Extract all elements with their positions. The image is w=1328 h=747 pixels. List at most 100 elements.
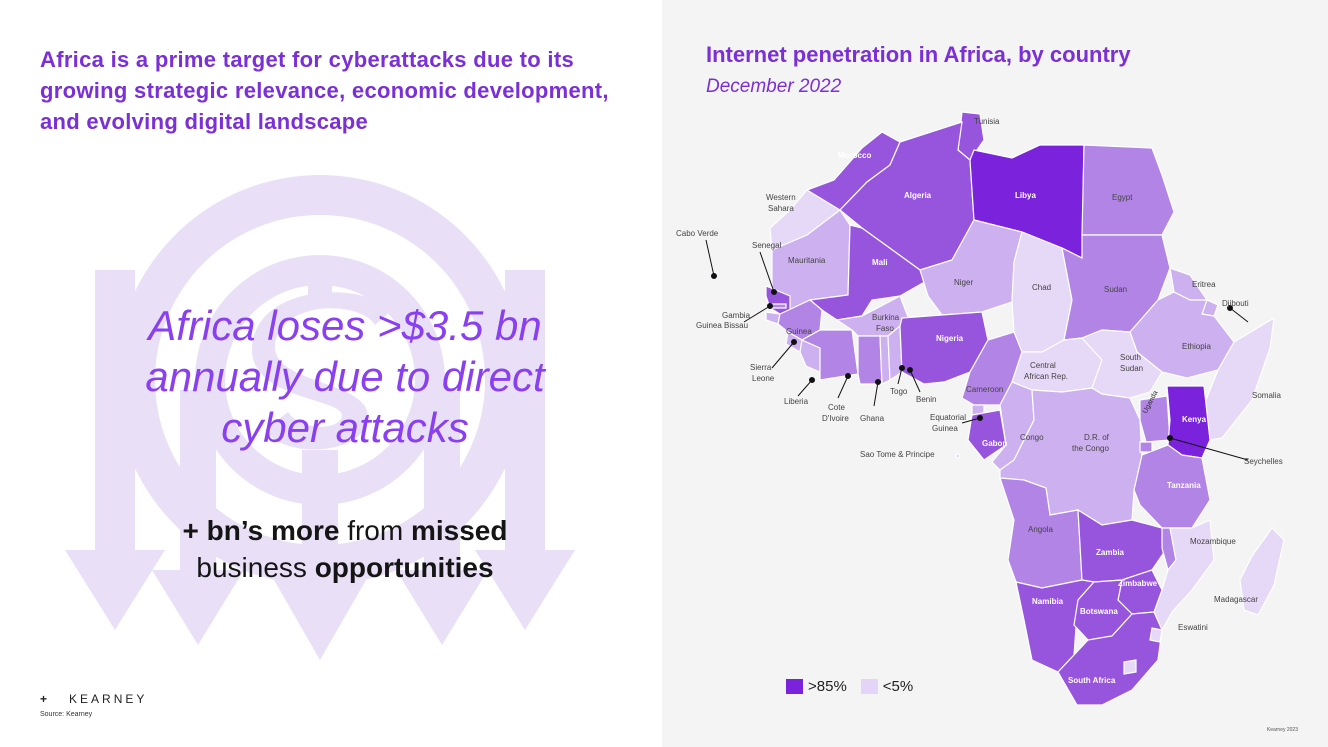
map-title: Internet penetration in Africa, by count… — [706, 42, 1131, 67]
region-lesotho — [1123, 659, 1137, 675]
missed-opportunities-statement: + bn’s more from missed business opportu… — [90, 512, 600, 586]
dollar-coin-with-arrows-icon — [65, 175, 575, 660]
leader-seychelles — [1169, 437, 1249, 461]
label-drc-1: D.R. of — [1084, 433, 1110, 442]
region-egypt — [1081, 144, 1175, 236]
region-madagascar — [1239, 527, 1285, 616]
label-niger: Niger — [954, 278, 973, 287]
region-mali — [808, 224, 929, 321]
source-note: Source: Kearney — [40, 711, 93, 718]
label-angola: Angola — [1028, 525, 1053, 534]
label-libya: Libya — [1015, 191, 1036, 200]
region-gabon — [967, 409, 1007, 461]
label-zimbabwe: Zimbabwe — [1118, 579, 1158, 588]
leader-liberia — [797, 379, 813, 397]
leader-cote — [837, 375, 849, 399]
leader-eq-guinea — [961, 417, 981, 424]
label-western-sahara-1: Western — [766, 193, 796, 202]
label-cameroon: Cameroon — [966, 385, 1003, 394]
label-mauritania: Mauritania — [788, 256, 826, 265]
loss-line-1: Africa loses >$3.5 bn — [148, 302, 542, 349]
legend-label-high: >85% — [808, 678, 847, 695]
label-ghana: Ghana — [860, 414, 885, 423]
loss-line-3: cyber attacks — [221, 404, 469, 451]
label-cote-2: D'Ivoire — [822, 414, 849, 423]
sub-opportunities: opportunities — [314, 552, 494, 583]
label-congo: Congo — [1020, 433, 1044, 442]
label-madagascar: Madagascar — [1214, 595, 1258, 604]
map-credit: Kearney 2023 — [1266, 727, 1298, 733]
headline: Africa is a prime target for cyberattack… — [40, 47, 609, 134]
legend-swatch-low — [860, 679, 878, 694]
label-sao-tome: Sao Tome & Principe — [860, 450, 935, 459]
region-rwanda — [1139, 441, 1153, 453]
label-kenya: Kenya — [1182, 415, 1207, 424]
label-morocco: Morocco — [838, 151, 871, 160]
left-panel: Africa is a prime target for cyberattack… — [0, 0, 660, 747]
label-djibouti: Djibouti — [1222, 299, 1249, 308]
region-eswatini — [1149, 627, 1163, 643]
legend-label-low: <5% — [882, 678, 914, 695]
map-subtitle: December 2022 — [706, 76, 842, 97]
africa-map: Tunisia Morocco Algeria Libya Egypt West… — [676, 111, 1285, 706]
sub-business: business — [196, 552, 315, 583]
label-burkina-2: Faso — [876, 324, 894, 333]
kearney-logo: + KEARNEY — [40, 692, 147, 706]
label-seychelles: Seychelles — [1244, 457, 1283, 466]
loss-statement: Africa loses >$3.5 bn annually due to di… — [80, 300, 610, 453]
label-burkina-1: Burkina — [872, 313, 900, 322]
label-zambia: Zambia — [1096, 548, 1125, 557]
loss-line-2: annually due to direct — [145, 353, 545, 400]
region-sao-tome — [955, 453, 961, 459]
region-nigeria — [899, 311, 989, 385]
logo-plus: + — [40, 692, 48, 706]
legend-item-low: <5% — [860, 678, 914, 695]
map-legend: >85% <5% — [786, 678, 927, 695]
label-car-2: African Rep. — [1024, 372, 1068, 381]
leader-gambia — [743, 305, 771, 323]
label-south-africa: South Africa — [1068, 676, 1116, 685]
label-botswana: Botswana — [1080, 607, 1118, 616]
label-liberia: Liberia — [784, 397, 809, 406]
label-tunisia: Tunisia — [974, 117, 1000, 126]
label-western-sahara-2: Sahara — [768, 204, 794, 213]
label-south-sudan-2: Sudan — [1120, 364, 1143, 373]
map-panel: Internet penetration in Africa, by count… — [662, 0, 1328, 747]
region-uganda — [1139, 395, 1171, 443]
label-somalia: Somalia — [1252, 391, 1281, 400]
leader-ghana — [873, 381, 879, 407]
label-cabo-verde: Cabo Verde — [676, 229, 719, 238]
label-egypt: Egypt — [1112, 193, 1133, 202]
label-eritrea: Eritrea — [1192, 280, 1216, 289]
label-south-sudan-1: South — [1120, 353, 1141, 362]
label-sudan: Sudan — [1104, 285, 1127, 294]
sub-plus: + bn’s more — [182, 515, 340, 546]
label-sierra-2: Leone — [752, 374, 775, 383]
label-benin: Benin — [916, 395, 936, 404]
leader-sierra-leone — [771, 341, 795, 369]
region-south-sudan — [1080, 329, 1163, 399]
legend-swatch-high — [786, 679, 803, 694]
region-south-africa — [1057, 611, 1163, 706]
label-ethiopia: Ethiopia — [1182, 342, 1211, 351]
legend-item-high: >85% — [786, 678, 847, 695]
leader-benin — [909, 369, 921, 393]
label-eq-guinea-1: Equatorial — [930, 413, 966, 422]
label-senegal: Senegal — [752, 241, 782, 250]
region-somalia — [1201, 316, 1275, 441]
leader-djibouti — [1229, 307, 1249, 323]
label-mali: Mali — [872, 258, 888, 267]
label-drc-2: the Congo — [1072, 444, 1109, 453]
label-tanzania: Tanzania — [1167, 481, 1201, 490]
label-eswatini: Eswatini — [1178, 623, 1208, 632]
label-gabon: Gabon — [982, 439, 1007, 448]
label-namibia: Namibia — [1032, 597, 1064, 606]
label-nigeria: Nigeria — [936, 334, 964, 343]
region-tanzania — [1133, 444, 1211, 529]
region-ghana — [857, 335, 883, 385]
label-guinea-bissau: Guinea Bissau — [696, 321, 748, 330]
label-sierra-1: Sierra — [750, 363, 772, 372]
label-togo: Togo — [890, 387, 908, 396]
label-eq-guinea-2: Guinea — [932, 424, 958, 433]
label-guinea: Guinea — [786, 327, 812, 336]
